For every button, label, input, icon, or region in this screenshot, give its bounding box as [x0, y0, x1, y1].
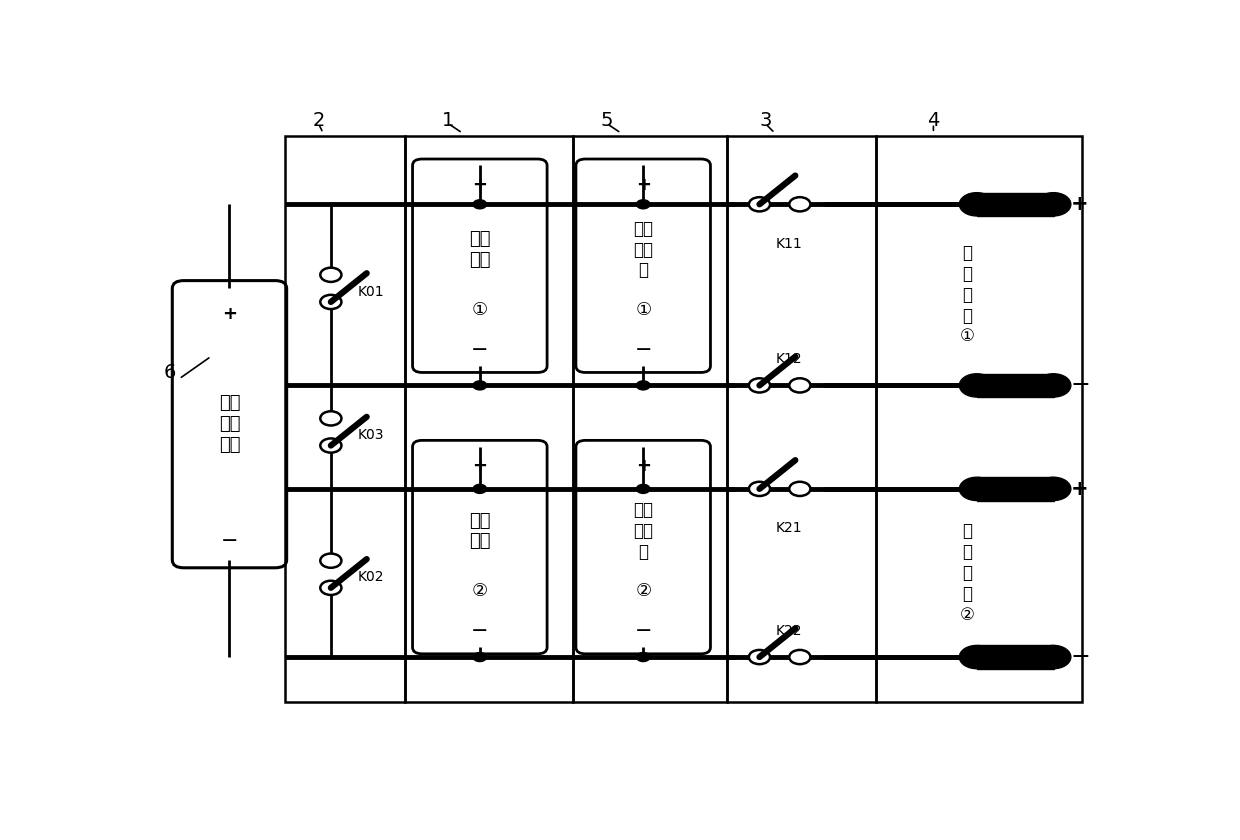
- Bar: [977, 477, 1054, 501]
- Circle shape: [1037, 374, 1071, 397]
- Circle shape: [749, 650, 770, 664]
- Text: 5: 5: [600, 111, 613, 129]
- Text: 车载
充电
口: 车载 充电 口: [634, 501, 653, 561]
- Text: +: +: [222, 305, 237, 323]
- Circle shape: [320, 580, 341, 595]
- Text: K12: K12: [776, 352, 802, 366]
- Text: +: +: [1071, 479, 1089, 499]
- Text: K21: K21: [776, 521, 802, 535]
- Text: K22: K22: [776, 623, 802, 638]
- Text: K03: K03: [358, 428, 384, 442]
- Circle shape: [789, 197, 811, 212]
- Text: 直
流
母
线
①: 直 流 母 线 ①: [960, 244, 975, 345]
- Circle shape: [474, 485, 486, 493]
- Text: 电池
模组: 电池 模组: [469, 230, 491, 269]
- Text: K02: K02: [358, 570, 384, 585]
- Circle shape: [749, 197, 770, 212]
- Text: ②: ②: [635, 582, 651, 601]
- Text: ①: ①: [635, 301, 651, 319]
- Circle shape: [789, 650, 811, 664]
- Circle shape: [474, 200, 486, 209]
- Text: ①: ①: [471, 301, 487, 319]
- Text: 3: 3: [759, 111, 771, 129]
- Text: −: −: [1071, 374, 1091, 397]
- Text: K01: K01: [358, 285, 384, 298]
- Text: −: −: [1071, 645, 1091, 669]
- Text: +: +: [636, 176, 651, 194]
- Text: ②: ②: [471, 582, 487, 601]
- Text: 车载
充电
口: 车载 充电 口: [634, 220, 653, 280]
- Text: 2: 2: [312, 111, 325, 129]
- Circle shape: [789, 482, 811, 496]
- Circle shape: [789, 378, 811, 392]
- Circle shape: [474, 381, 486, 390]
- Text: +: +: [472, 457, 487, 475]
- Text: −: −: [471, 621, 489, 641]
- Circle shape: [320, 295, 341, 309]
- Circle shape: [960, 374, 994, 397]
- Bar: [727, 136, 875, 702]
- Circle shape: [960, 192, 994, 216]
- Circle shape: [1037, 645, 1071, 669]
- Text: 1: 1: [441, 111, 454, 129]
- Circle shape: [636, 381, 650, 390]
- Circle shape: [636, 653, 650, 662]
- Text: K11: K11: [776, 237, 802, 250]
- Circle shape: [320, 438, 341, 453]
- Circle shape: [320, 554, 341, 568]
- Circle shape: [1037, 477, 1071, 501]
- Circle shape: [960, 645, 994, 669]
- Bar: [977, 374, 1054, 397]
- Circle shape: [749, 378, 770, 392]
- Text: −: −: [221, 531, 238, 551]
- Circle shape: [960, 477, 994, 501]
- Circle shape: [636, 200, 650, 209]
- Bar: [404, 136, 573, 702]
- Text: −: −: [635, 621, 652, 641]
- Bar: [573, 136, 727, 702]
- Text: 直
流
母
线
②: 直 流 母 线 ②: [960, 522, 975, 623]
- Circle shape: [320, 268, 341, 282]
- Text: 电池
模组: 电池 模组: [469, 512, 491, 550]
- Circle shape: [1037, 192, 1071, 216]
- Bar: [977, 645, 1054, 669]
- Text: +: +: [636, 457, 651, 475]
- Text: −: −: [635, 340, 652, 360]
- Text: +: +: [1071, 194, 1089, 214]
- Text: +: +: [472, 176, 487, 194]
- Circle shape: [636, 485, 650, 493]
- Circle shape: [474, 653, 486, 662]
- Text: −: −: [471, 340, 489, 360]
- Text: 直流
快充
接口: 直流 快充 接口: [218, 395, 241, 454]
- Bar: [977, 192, 1054, 216]
- Bar: [285, 136, 404, 702]
- Circle shape: [749, 482, 770, 496]
- Bar: [875, 136, 1083, 702]
- Text: 4: 4: [928, 111, 940, 129]
- Text: 6: 6: [164, 363, 176, 382]
- Circle shape: [320, 412, 341, 426]
